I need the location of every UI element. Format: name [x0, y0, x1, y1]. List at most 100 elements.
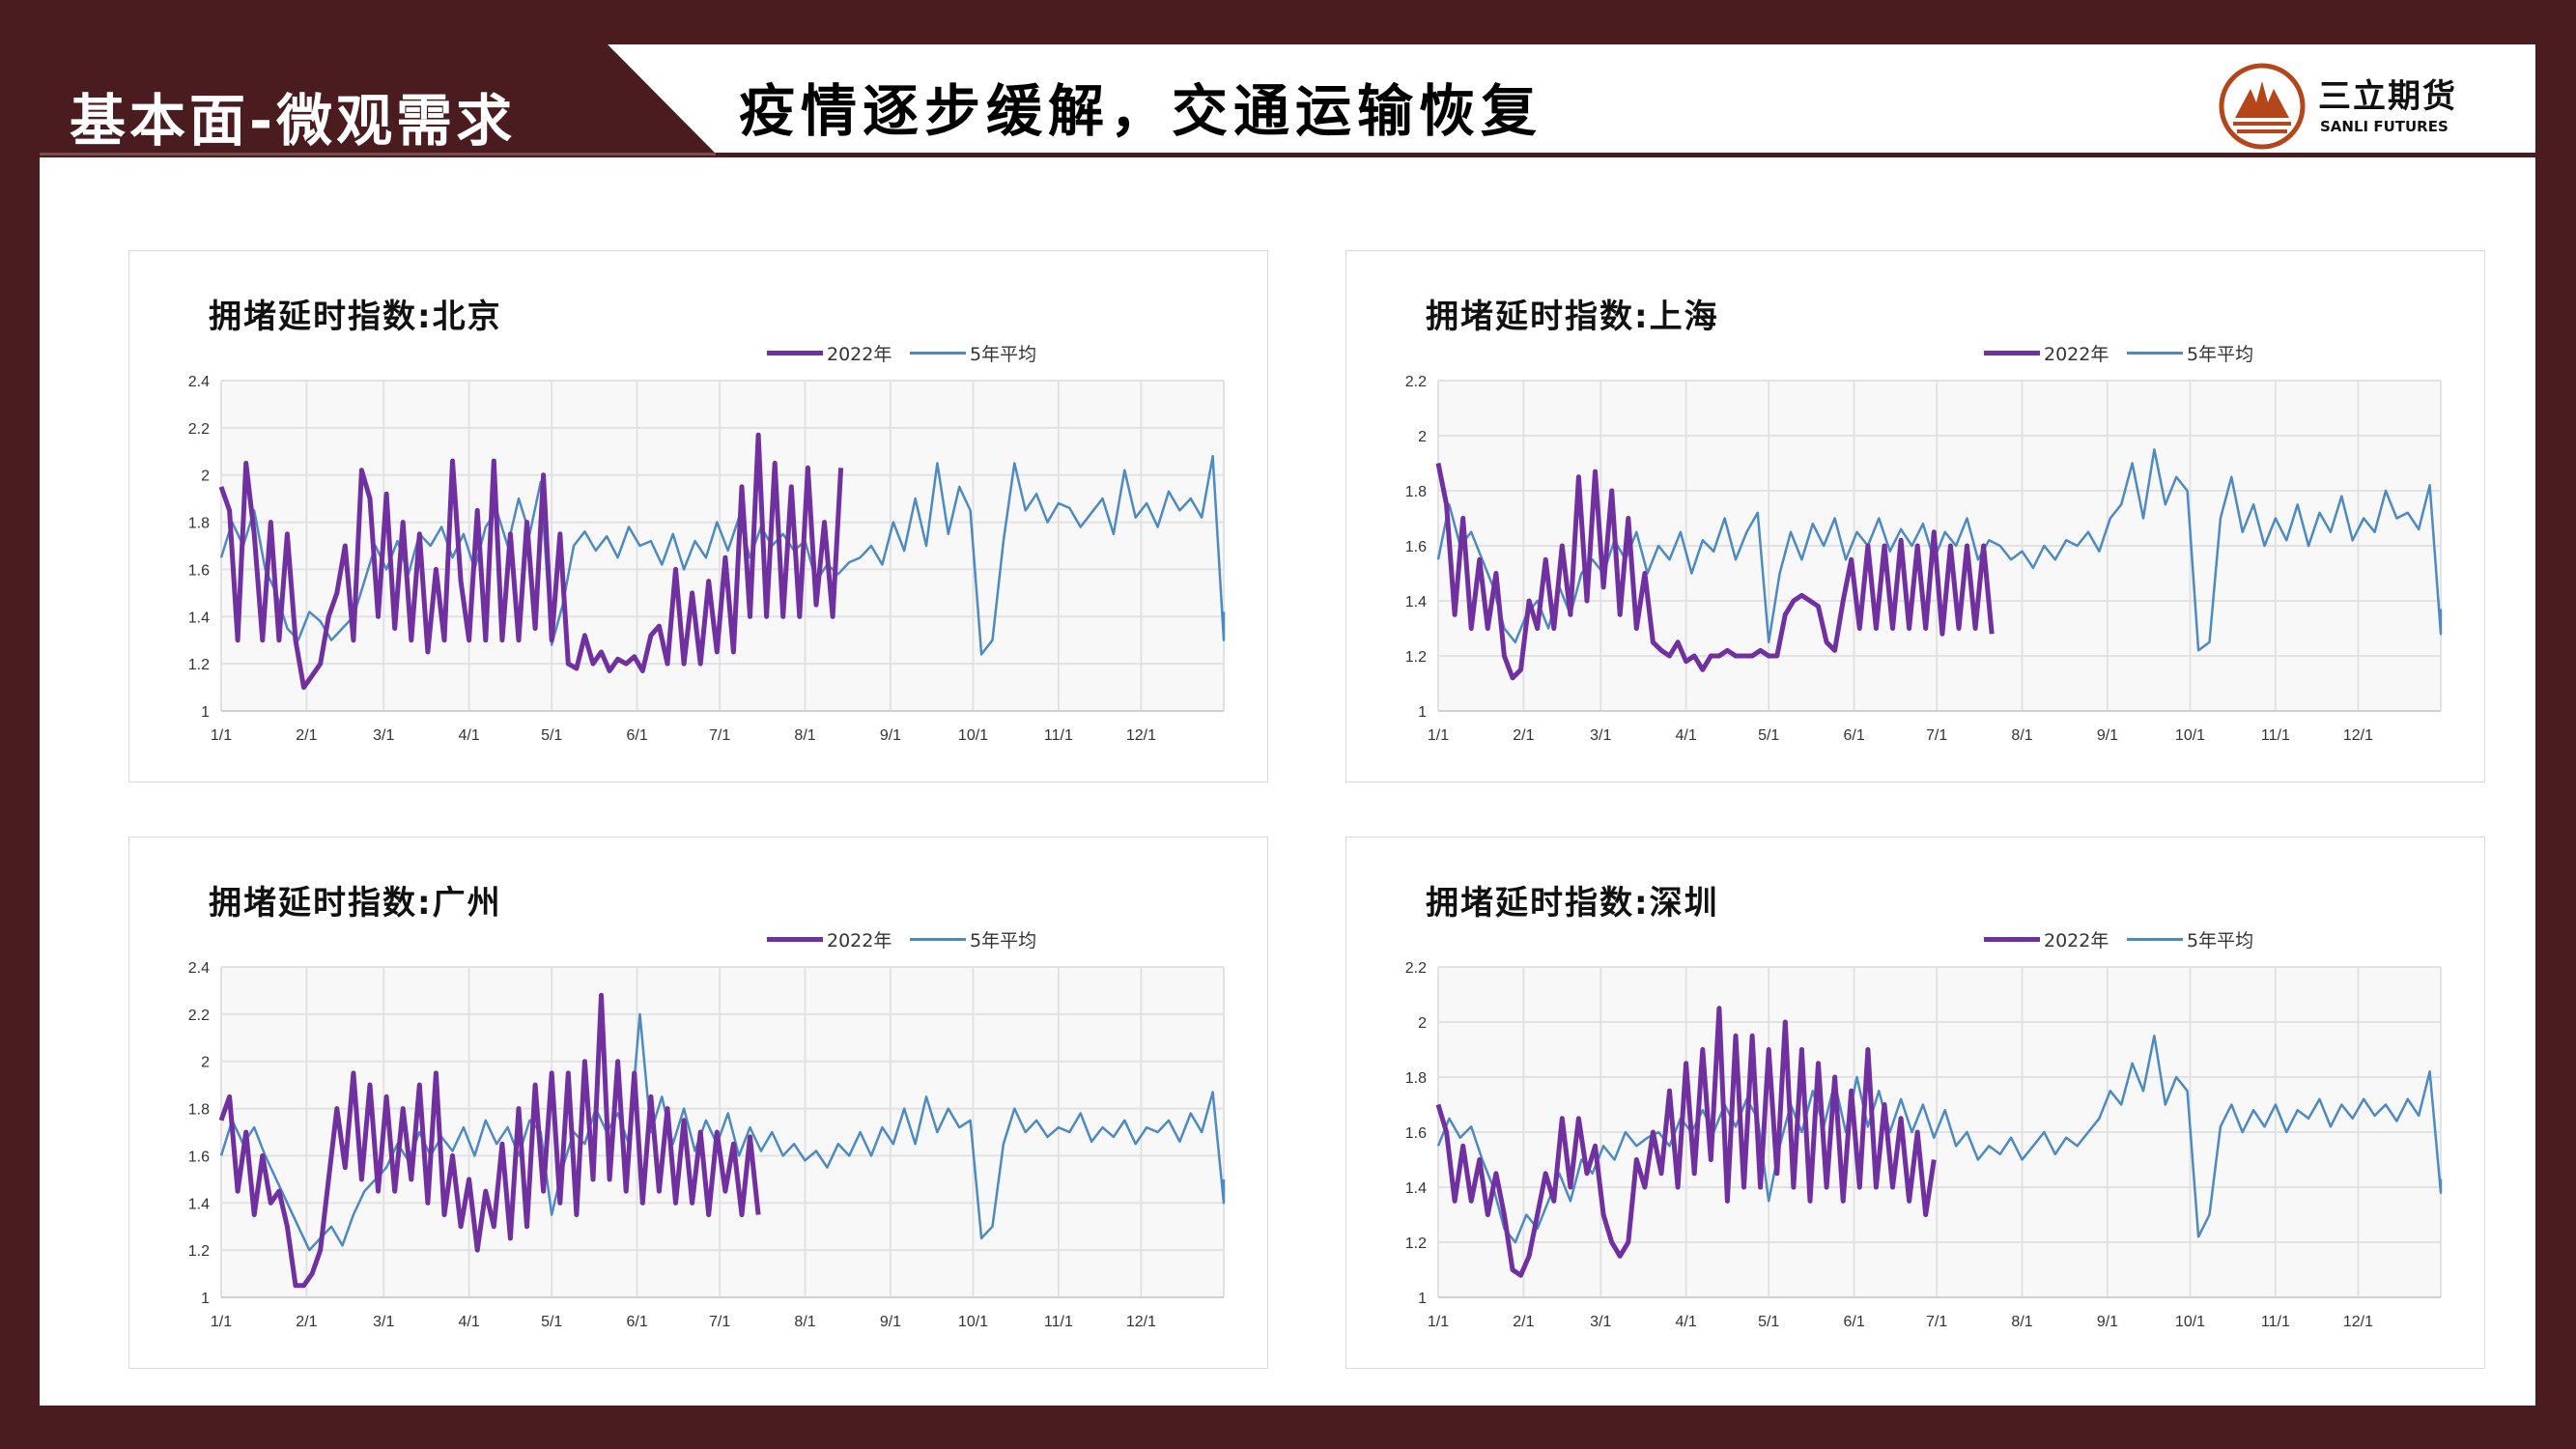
y-tick-label: 1.4 — [188, 1196, 210, 1212]
x-tick-label: 1/1 — [211, 1314, 232, 1330]
x-tick-label: 7/1 — [709, 1314, 730, 1330]
x-tick-label: 2/1 — [296, 727, 317, 744]
y-tick-label: 1 — [1418, 704, 1427, 721]
legend-swatch — [1984, 351, 2040, 355]
chart-shanghai: 拥堵延时指数:上海 2022年 5年平均 1 1.2 1.4 1.6 1.8 2 2.2 1/1 2/… — [1345, 250, 2485, 782]
x-tick-label: 7/1 — [1926, 1314, 1947, 1330]
legend-item: 5年平均 — [910, 926, 1036, 952]
legend-label: 5年平均 — [970, 930, 1037, 952]
x-tick-label: 8/1 — [2011, 1314, 2032, 1330]
series-line-2022 — [218, 432, 844, 691]
x-tick-label: 6/1 — [626, 1314, 647, 1330]
y-tick-label: 2 — [201, 469, 210, 485]
x-tick-label: 11/1 — [2261, 727, 2290, 744]
chart-title: 拥堵延时指数:广州 — [209, 884, 502, 923]
x-tick-label: 12/1 — [2343, 727, 2373, 744]
series-line-2022 — [1435, 1006, 1937, 1278]
y-tick-label: 1.8 — [1405, 484, 1427, 500]
x-tick-label: 5/1 — [1758, 727, 1779, 744]
x-tick-label: 10/1 — [2175, 727, 2205, 744]
legend-item: 5年平均 — [910, 340, 1036, 366]
x-tick-label: 4/1 — [1676, 1314, 1697, 1330]
legend-swatch — [2127, 938, 2183, 941]
chart-title: 拥堵延时指数:深圳 — [1426, 884, 1719, 923]
y-tick-label: 1.8 — [188, 1102, 210, 1119]
x-tick-label: 3/1 — [373, 1314, 394, 1330]
y-tick-label: 1 — [201, 1291, 210, 1307]
x-tick-label: 3/1 — [1590, 727, 1611, 744]
legend-label: 2022年 — [827, 344, 892, 365]
x-tick-label: 12/1 — [2343, 1314, 2373, 1330]
y-tick-label: 2.4 — [188, 374, 210, 390]
y-tick-label: 2 — [1418, 1015, 1427, 1032]
logo-emblem-icon — [2219, 63, 2306, 150]
chart-svg: 1 1.2 1.4 1.6 1.8 2 2.2 1/1 2/1 3/1 4/1 5/1 6/1 7/1 8/… — [1405, 374, 2443, 744]
y-tick-label: 1.8 — [1405, 1070, 1427, 1087]
chart-beijing: 拥堵延时指数:北京 2022年 5年平均 1 1.2 1.4 1.6 1.8 2 2.2 2.4 1/… — [128, 250, 1268, 782]
series-line-2022 — [218, 992, 761, 1289]
chart-svg: 1 1.2 1.4 1.6 1.8 2 2.2 1/1 2/1 3/1 4/1 5/1 6/1 7/1 8/… — [1405, 960, 2443, 1330]
x-tick-label: 6/1 — [626, 727, 647, 744]
legend-label: 5年平均 — [2187, 344, 2254, 365]
y-tick-label: 1.2 — [1405, 649, 1427, 666]
x-tick-label: 5/1 — [1758, 1314, 1779, 1330]
y-tick-label: 1.6 — [1405, 539, 1427, 555]
legend-item: 5年平均 — [2127, 340, 2253, 366]
x-tick-label: 11/1 — [1044, 1314, 1073, 1330]
y-tick-label: 1.6 — [188, 562, 210, 579]
y-tick-label: 2.2 — [188, 1008, 210, 1024]
legend-swatch — [767, 937, 823, 942]
x-tick-label: 3/1 — [1590, 1314, 1611, 1330]
y-tick-label: 1.4 — [1405, 594, 1427, 611]
x-tick-label: 9/1 — [880, 1314, 901, 1330]
legend-label: 5年平均 — [970, 344, 1037, 365]
header-divider — [40, 153, 716, 156]
y-tick-label: 2 — [201, 1055, 210, 1071]
x-tick-label: 10/1 — [958, 1314, 988, 1330]
y-tick-label: 1 — [1418, 1291, 1427, 1307]
y-tick-label: 1.4 — [1405, 1180, 1427, 1197]
y-tick-label: 1 — [201, 704, 210, 721]
header-band — [608, 44, 2535, 153]
y-tick-label: 1.2 — [1405, 1236, 1427, 1252]
legend-label: 2022年 — [2044, 930, 2109, 952]
legend-swatch — [2127, 352, 2183, 355]
x-tick-label: 6/1 — [1843, 727, 1864, 744]
y-tick-label: 1.2 — [188, 657, 210, 673]
chart-svg: 1 1.2 1.4 1.6 1.8 2 2.2 2.4 1/1 2/1 3/1 4/1 5/1 6/1 7/… — [188, 960, 1226, 1330]
page-title: 疫情逐步缓解，交通运输恢复 — [739, 78, 1543, 144]
x-tick-label: 9/1 — [2097, 727, 2118, 744]
legend-swatch — [1984, 937, 2040, 942]
x-tick-label: 10/1 — [958, 727, 988, 744]
x-tick-label: 2/1 — [1513, 727, 1534, 744]
x-tick-label: 7/1 — [709, 727, 730, 744]
chart-guangzhou: 拥堵延时指数:广州 2022年 5年平均 1 1.2 1.4 1.6 1.8 2 2.2 2.4 1/… — [128, 837, 1268, 1369]
x-tick-label: 4/1 — [459, 1314, 480, 1330]
y-tick-label: 1.6 — [188, 1149, 210, 1165]
x-tick-label: 8/1 — [794, 727, 815, 744]
x-tick-label: 10/1 — [2175, 1314, 2205, 1330]
y-tick-label: 1.4 — [188, 610, 210, 626]
x-tick-label: 12/1 — [1126, 1314, 1156, 1330]
logo-text-en: SANLI FUTURES — [2320, 118, 2449, 135]
x-tick-label: 2/1 — [1513, 1314, 1534, 1330]
legend-label: 5年平均 — [2187, 930, 2254, 952]
chart-title: 拥堵延时指数:上海 — [1426, 298, 1719, 336]
x-tick-label: 5/1 — [541, 1314, 562, 1330]
x-tick-label: 12/1 — [1126, 727, 1156, 744]
logo-text-cn: 三立期货 — [2318, 77, 2457, 116]
legend-label: 2022年 — [2044, 344, 2109, 365]
content-area: 拥堵延时指数:北京 2022年 5年平均 1 1.2 1.4 1.6 1.8 2 2.2 2.4 1/… — [40, 157, 2535, 1406]
x-tick-label: 1/1 — [1428, 727, 1449, 744]
y-tick-label: 2 — [1418, 429, 1427, 445]
y-tick-label: 1.6 — [1405, 1125, 1427, 1142]
y-tick-label: 2.4 — [188, 960, 210, 977]
legend-item: 2022年 — [1984, 926, 2109, 952]
x-tick-label: 9/1 — [880, 727, 901, 744]
x-tick-label: 3/1 — [373, 727, 394, 744]
legend-item: 2022年 — [767, 340, 892, 366]
x-tick-label: 6/1 — [1843, 1314, 1864, 1330]
legend-swatch — [767, 351, 823, 355]
y-tick-label: 2.2 — [188, 421, 210, 438]
legend-label: 2022年 — [827, 930, 892, 952]
